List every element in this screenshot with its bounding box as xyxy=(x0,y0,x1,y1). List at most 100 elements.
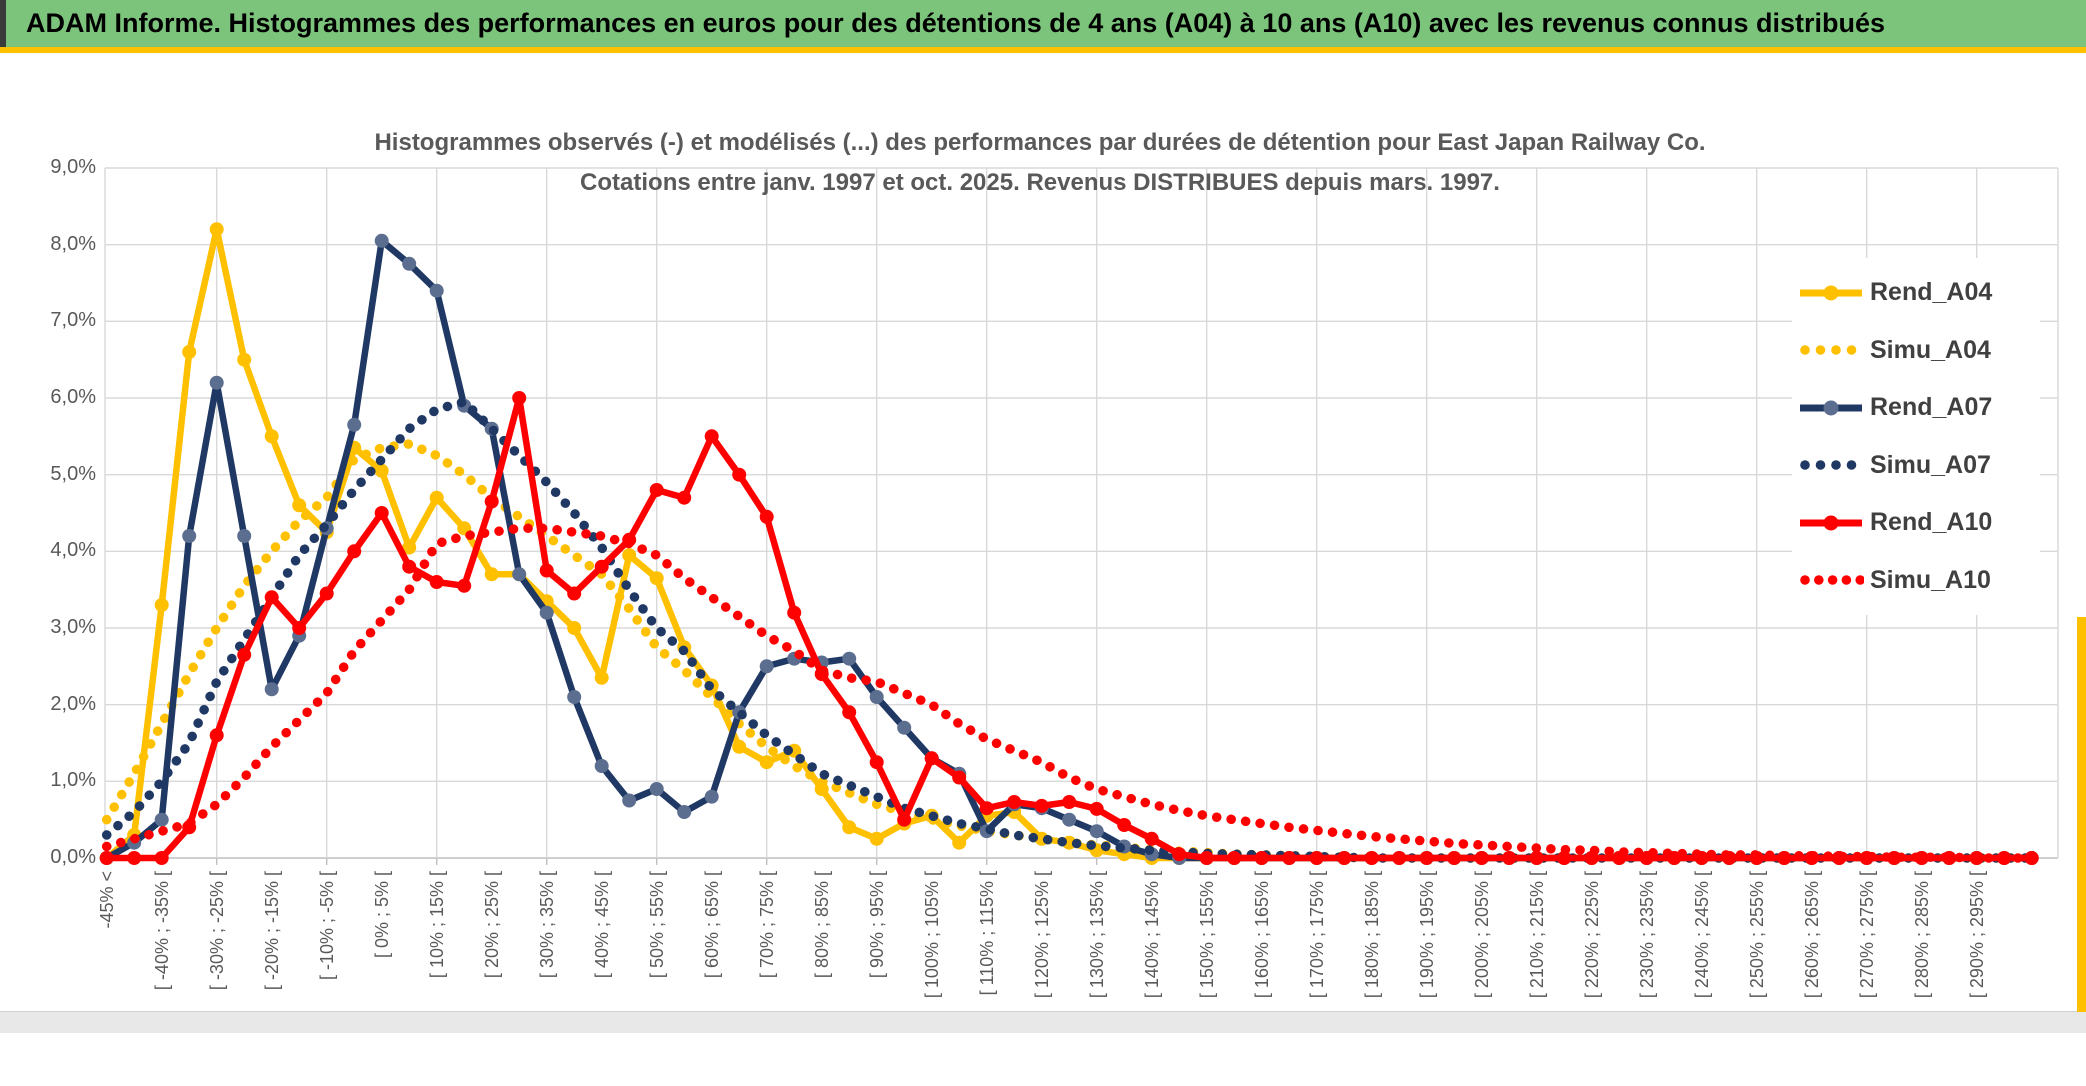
x-tick-label: [ 270% ; 275% [ xyxy=(1856,871,1877,999)
Rend_A04-marker xyxy=(237,352,252,367)
x-tick-label: [ 10% ; 15% [ xyxy=(426,871,447,979)
Rend_A04-marker xyxy=(759,755,774,770)
Rend_A10-marker xyxy=(1337,851,1352,865)
Rend_A07-marker xyxy=(759,659,774,674)
legend-label: Rend_A04 xyxy=(1870,278,1993,307)
Rend_A10-marker xyxy=(1502,851,1517,865)
Rend_A07-marker xyxy=(1089,824,1104,839)
series-Simu_A07 xyxy=(101,396,2037,863)
Rend_A10-marker xyxy=(1172,847,1187,862)
y-tick-label: 1,0% xyxy=(50,769,96,792)
right-gold-bar xyxy=(2077,617,2086,1012)
series-Simu_A10 xyxy=(101,523,2037,863)
Rend_A10-marker xyxy=(952,770,967,785)
Rend_A04-marker xyxy=(182,345,197,359)
Rend_A10-marker xyxy=(237,647,252,662)
Rend_A04-marker xyxy=(292,498,307,513)
Rend_A07-marker xyxy=(594,759,609,773)
chart-plot xyxy=(99,167,2059,865)
Rend_A04-marker xyxy=(154,598,169,612)
Rend_A10-marker xyxy=(2024,851,2039,865)
x-tick-label: [ 170% ; 175% [ xyxy=(1306,871,1327,999)
x-tick-label: [ 70% ; 75% [ xyxy=(756,871,777,979)
Rend_A04-marker xyxy=(732,739,747,754)
x-tick-label: [ 140% ; 145% [ xyxy=(1141,871,1162,999)
legend-label: Simu_A10 xyxy=(1870,565,1991,594)
Rend_A07-marker xyxy=(1062,812,1077,827)
Rend_A10-marker xyxy=(1529,851,1544,865)
Rend_A04-marker xyxy=(402,540,417,555)
x-tick-label: [ 130% ; 135% [ xyxy=(1086,871,1107,999)
x-tick-label: [ 250% ; 255% [ xyxy=(1746,871,1767,999)
Rend_A10-marker xyxy=(484,494,499,509)
x-tick-label: [ 190% ; 195% [ xyxy=(1416,871,1437,999)
Rend_A04-marker xyxy=(842,820,857,835)
x-tick-label: [ 210% ; 215% [ xyxy=(1526,871,1547,999)
legend-item-Simu_A04[interactable]: Simu_A04 xyxy=(1798,322,2040,380)
Rend_A10-marker xyxy=(292,621,307,635)
x-tick-label: [ 50% ; 55% [ xyxy=(646,871,667,979)
Rend_A04-marker xyxy=(429,490,444,505)
legend-item-Rend_A10[interactable]: Rend_A10 xyxy=(1798,494,2040,552)
series-Rend_A04 xyxy=(99,222,2039,865)
legend-item-Rend_A07[interactable]: Rend_A07 xyxy=(1798,379,2040,437)
y-tick-label: 7,0% xyxy=(50,309,96,332)
title-bar-text: ADAM Informe. Histogrammes des performan… xyxy=(26,8,1886,38)
y-tick-label: 4,0% xyxy=(50,539,96,562)
Rend_A10-marker xyxy=(732,467,747,482)
x-tick-label: [ 150% ; 155% [ xyxy=(1196,871,1217,999)
Rend_A10-marker xyxy=(1474,851,1489,865)
Rend_A10-marker xyxy=(869,755,884,770)
bottom-strip xyxy=(0,1011,2086,1033)
Rend_A07-marker xyxy=(567,690,582,704)
Rend_A10-marker xyxy=(924,751,939,766)
Rend_A10-marker xyxy=(897,812,912,827)
Rend_A07-marker xyxy=(897,720,912,735)
legend-label: Rend_A07 xyxy=(1870,393,1993,422)
Rend_A07-marker xyxy=(539,605,554,620)
legend-sample-Rend_A10 xyxy=(1800,515,1862,531)
Rend_A10-marker xyxy=(374,506,389,520)
legend-sample-Rend_A04 xyxy=(1800,285,1862,301)
Rend_A07-marker xyxy=(347,417,362,432)
legend-item-Rend_A04[interactable]: Rend_A04 xyxy=(1798,264,2040,322)
Rend_A07-marker xyxy=(182,529,197,543)
Rend_A10-marker xyxy=(347,544,362,559)
legend-item-Simu_A07[interactable]: Simu_A07 xyxy=(1798,437,2040,495)
chart-title-line2: Cotations entre janv. 1997 et oct. 2025.… xyxy=(580,169,1500,196)
legend-label: Rend_A10 xyxy=(1870,508,1993,537)
Rend_A07-marker xyxy=(429,283,444,298)
Rend_A10-marker xyxy=(649,483,664,497)
x-tick-label: [ 160% ; 165% [ xyxy=(1251,871,1272,999)
Rend_A07-curve xyxy=(105,237,2032,862)
x-tick-label: [ 120% ; 125% [ xyxy=(1031,871,1052,999)
legend-sample-Simu_A04 xyxy=(1800,345,1857,356)
Rend_A10-marker xyxy=(1007,795,1022,809)
Rend_A10-marker xyxy=(759,509,774,524)
Rend_A10-marker xyxy=(567,586,582,601)
Rend_A10-marker xyxy=(402,559,417,574)
Simu_A07-curve xyxy=(101,396,2037,863)
x-tick-label: -45% < xyxy=(96,871,117,929)
Rend_A10-marker xyxy=(1117,818,1132,832)
Rend_A04-marker xyxy=(869,831,884,846)
Rend_A04-marker xyxy=(264,429,279,444)
series-Rend_A07 xyxy=(99,233,2039,865)
Rend_A10-marker xyxy=(127,851,142,865)
Rend_A10-marker xyxy=(594,559,609,574)
legend-label: Simu_A04 xyxy=(1870,335,1991,364)
Rend_A10-marker xyxy=(1062,795,1077,809)
Rend_A10-marker xyxy=(1419,851,1434,865)
gold-underline xyxy=(0,47,2086,53)
Rend_A10-marker xyxy=(1309,851,1324,865)
Rend_A07-marker xyxy=(869,690,884,704)
legend-item-Simu_A10[interactable]: Simu_A10 xyxy=(1798,552,2040,610)
Rend_A10-marker xyxy=(1557,851,1572,865)
legend: Rend_A04 Simu_A04 Rend_A07 Simu_A07 Rend_A10… xyxy=(1792,258,2040,615)
Rend_A10-marker xyxy=(1034,798,1049,813)
Rend_A07-marker xyxy=(677,805,692,819)
Rend_A07-marker xyxy=(622,793,637,808)
Rend_A10-marker xyxy=(1254,851,1269,865)
y-tick-label: 3,0% xyxy=(50,615,96,638)
Rend_A04-marker xyxy=(209,222,224,237)
